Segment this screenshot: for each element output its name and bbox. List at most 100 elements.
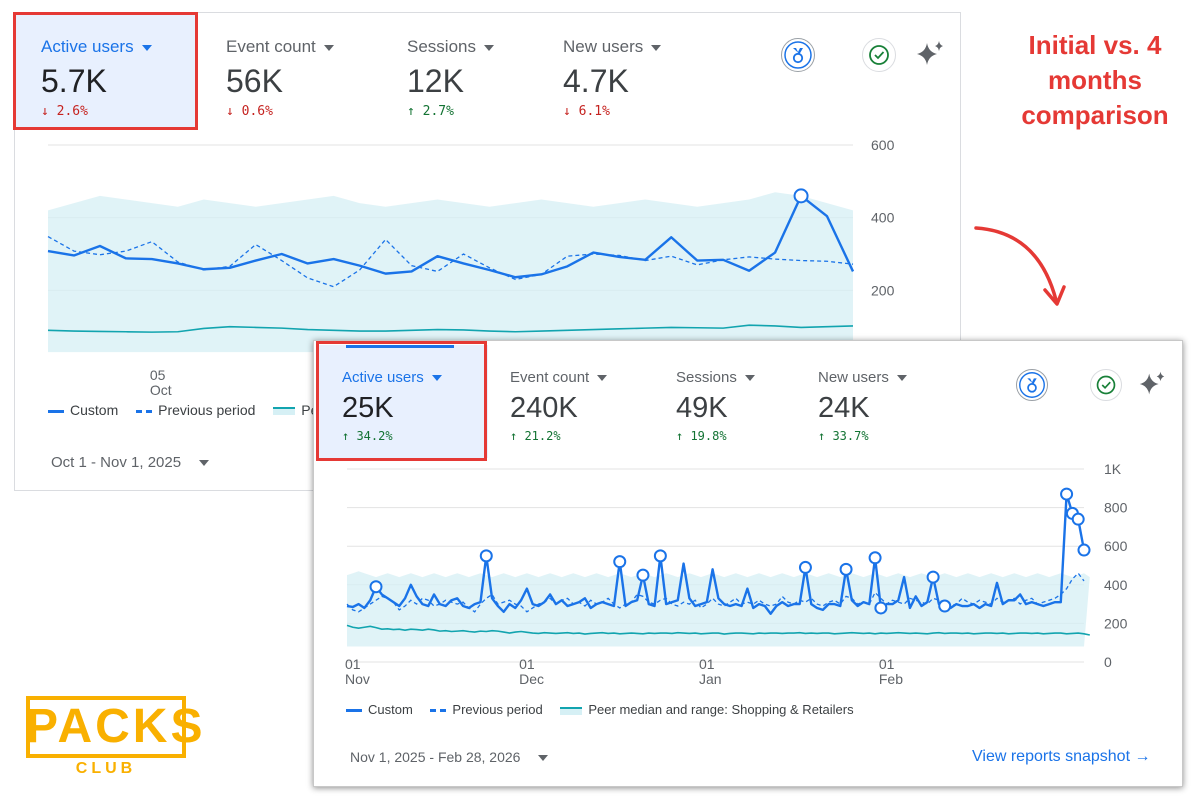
- view-reports-snapshot-link[interactable]: View reports snapshot →: [972, 748, 1151, 765]
- metric-value: 240K: [510, 392, 578, 424]
- y-tick-label: 0: [1104, 654, 1112, 670]
- metric-change: ↓ 2.6%: [41, 104, 88, 119]
- x-tick-month: Feb: [879, 671, 903, 687]
- metric-value: 12K: [407, 63, 464, 99]
- metric-new-users[interactable]: New users 4.7K ↓ 6.1%: [563, 37, 662, 119]
- data-point-marker: [636, 568, 650, 582]
- data-point-marker: [479, 549, 493, 563]
- metric-value: 4.7K: [563, 63, 629, 99]
- legend-custom: Custom: [346, 702, 413, 717]
- metric-value: 25K: [342, 392, 394, 424]
- data-point-marker: [839, 562, 853, 576]
- x-tick-month: Jan: [699, 671, 722, 687]
- metric-sessions[interactable]: Sessions 49K ↑ 19.8%: [676, 369, 755, 443]
- chevron-down-icon: [323, 44, 334, 51]
- y-tick-label: 400: [871, 210, 895, 226]
- metric-sessions[interactable]: Sessions 12K ↑ 2.7%: [407, 37, 494, 119]
- metric-label: New users: [818, 369, 907, 386]
- active-metric-highlight: [318, 345, 488, 458]
- y-tick-label: 400: [1104, 577, 1128, 593]
- comparison-annotation: Initial vs. 4 months comparison: [1021, 30, 1169, 130]
- chevron-down-icon: [431, 375, 442, 382]
- data-point-marker: [369, 580, 383, 594]
- check-circle-icon[interactable]: [862, 38, 896, 72]
- metric-value: 49K: [676, 392, 728, 424]
- peer-range-band: [48, 192, 853, 353]
- metric-label: New users: [563, 37, 662, 57]
- data-point-marker: [1071, 512, 1085, 526]
- metric-change: ↑ 2.7%: [407, 104, 454, 119]
- y-tick-label: 200: [871, 282, 895, 298]
- metric-active-users[interactable]: Active users 5.7K ↓ 2.6%: [41, 37, 152, 119]
- chevron-down-icon: [483, 44, 494, 51]
- custom-line: [346, 492, 1086, 615]
- metric-value: 5.7K: [41, 63, 107, 99]
- metric-label: Sessions: [407, 37, 494, 57]
- data-point-marker: [798, 560, 812, 574]
- chart-legend: Custom Previous period Peer median and r…: [346, 702, 868, 717]
- sparkle-icon[interactable]: [913, 37, 947, 76]
- sparkle-icon[interactable]: [1136, 368, 1168, 405]
- curved-arrow-icon: [974, 226, 1066, 306]
- active-metric-highlight: [16, 14, 196, 127]
- y-tick-label: 200: [1104, 615, 1128, 631]
- legend-previous: Previous period: [430, 702, 543, 717]
- x-tick-day: 01: [699, 656, 715, 672]
- active-tab-indicator: [346, 345, 454, 348]
- metric-change: ↓ 6.1%: [563, 104, 610, 119]
- peer-median-line: [47, 324, 854, 333]
- chevron-down-icon: [896, 375, 907, 382]
- highlight-box: [316, 341, 487, 461]
- custom-line: [47, 194, 855, 279]
- legend-custom: Custom: [48, 402, 118, 418]
- x-tick-day: 01: [879, 656, 895, 672]
- after-analytics-card: Active users 25K ↑ 34.2% Event count 240…: [313, 340, 1183, 787]
- metric-change: ↑ 34.2%: [342, 429, 393, 443]
- metric-value: 24K: [818, 392, 870, 424]
- date-range-selector[interactable]: Nov 1, 2025 - Feb 28, 2026: [350, 749, 549, 765]
- data-point-marker: [926, 570, 940, 584]
- y-tick-label: 800: [1104, 500, 1128, 516]
- arrow-right-icon: →: [1134, 748, 1151, 765]
- x-tick-day: 05: [150, 367, 166, 383]
- logo-subtext: CLUB: [75, 760, 137, 777]
- peer-median-line: [346, 624, 1090, 636]
- metric-change: ↑ 33.7%: [818, 429, 869, 443]
- chevron-down-icon: [651, 44, 662, 51]
- y-tick-label: 600: [871, 137, 895, 153]
- highlight-box: [13, 12, 198, 130]
- date-range-selector[interactable]: Oct 1 - Nov 1, 2025: [51, 454, 210, 471]
- peer-range-band: [347, 571, 1090, 647]
- metric-label: Active users: [41, 37, 152, 57]
- data-point-marker: [874, 601, 888, 615]
- metric-change: ↑ 19.8%: [676, 429, 727, 443]
- metric-label: Event count: [510, 369, 608, 386]
- data-point-marker: [793, 188, 809, 204]
- metric-active-users[interactable]: Active users 25K ↑ 34.2%: [342, 369, 442, 443]
- metric-event-count[interactable]: Event count 240K ↑ 21.2%: [510, 369, 608, 443]
- data-point-marker: [653, 549, 667, 563]
- check-circle-icon[interactable]: [1090, 369, 1122, 401]
- data-point-marker: [1060, 487, 1074, 501]
- metric-new-users[interactable]: New users 24K ↑ 33.7%: [818, 369, 907, 443]
- x-tick-month: Oct: [150, 382, 172, 395]
- chevron-down-icon: [199, 460, 210, 467]
- x-tick-month: Dec: [519, 671, 544, 687]
- chevron-down-icon: [538, 755, 549, 762]
- ribbon-badge-icon[interactable]: [781, 38, 815, 72]
- metric-change: ↓ 0.6%: [226, 104, 273, 119]
- metric-event-count[interactable]: Event count 56K ↓ 0.6%: [226, 37, 334, 119]
- metric-label: Event count: [226, 37, 334, 57]
- y-tick-label: 1K: [1104, 461, 1122, 477]
- legend-peer: Peer median and range: Shopping & Retail…: [560, 702, 854, 717]
- chart-legend: Custom Previous period Pe: [48, 402, 332, 418]
- x-tick-day: 01: [345, 656, 361, 672]
- legend-peer: Pe: [273, 402, 318, 418]
- x-tick-month: Nov: [345, 671, 370, 687]
- chevron-down-icon: [744, 375, 755, 382]
- ribbon-badge-icon[interactable]: [1016, 369, 1048, 401]
- y-tick-label: 600: [1104, 538, 1128, 554]
- metric-value: 56K: [226, 63, 283, 99]
- x-tick-day: 01: [519, 656, 535, 672]
